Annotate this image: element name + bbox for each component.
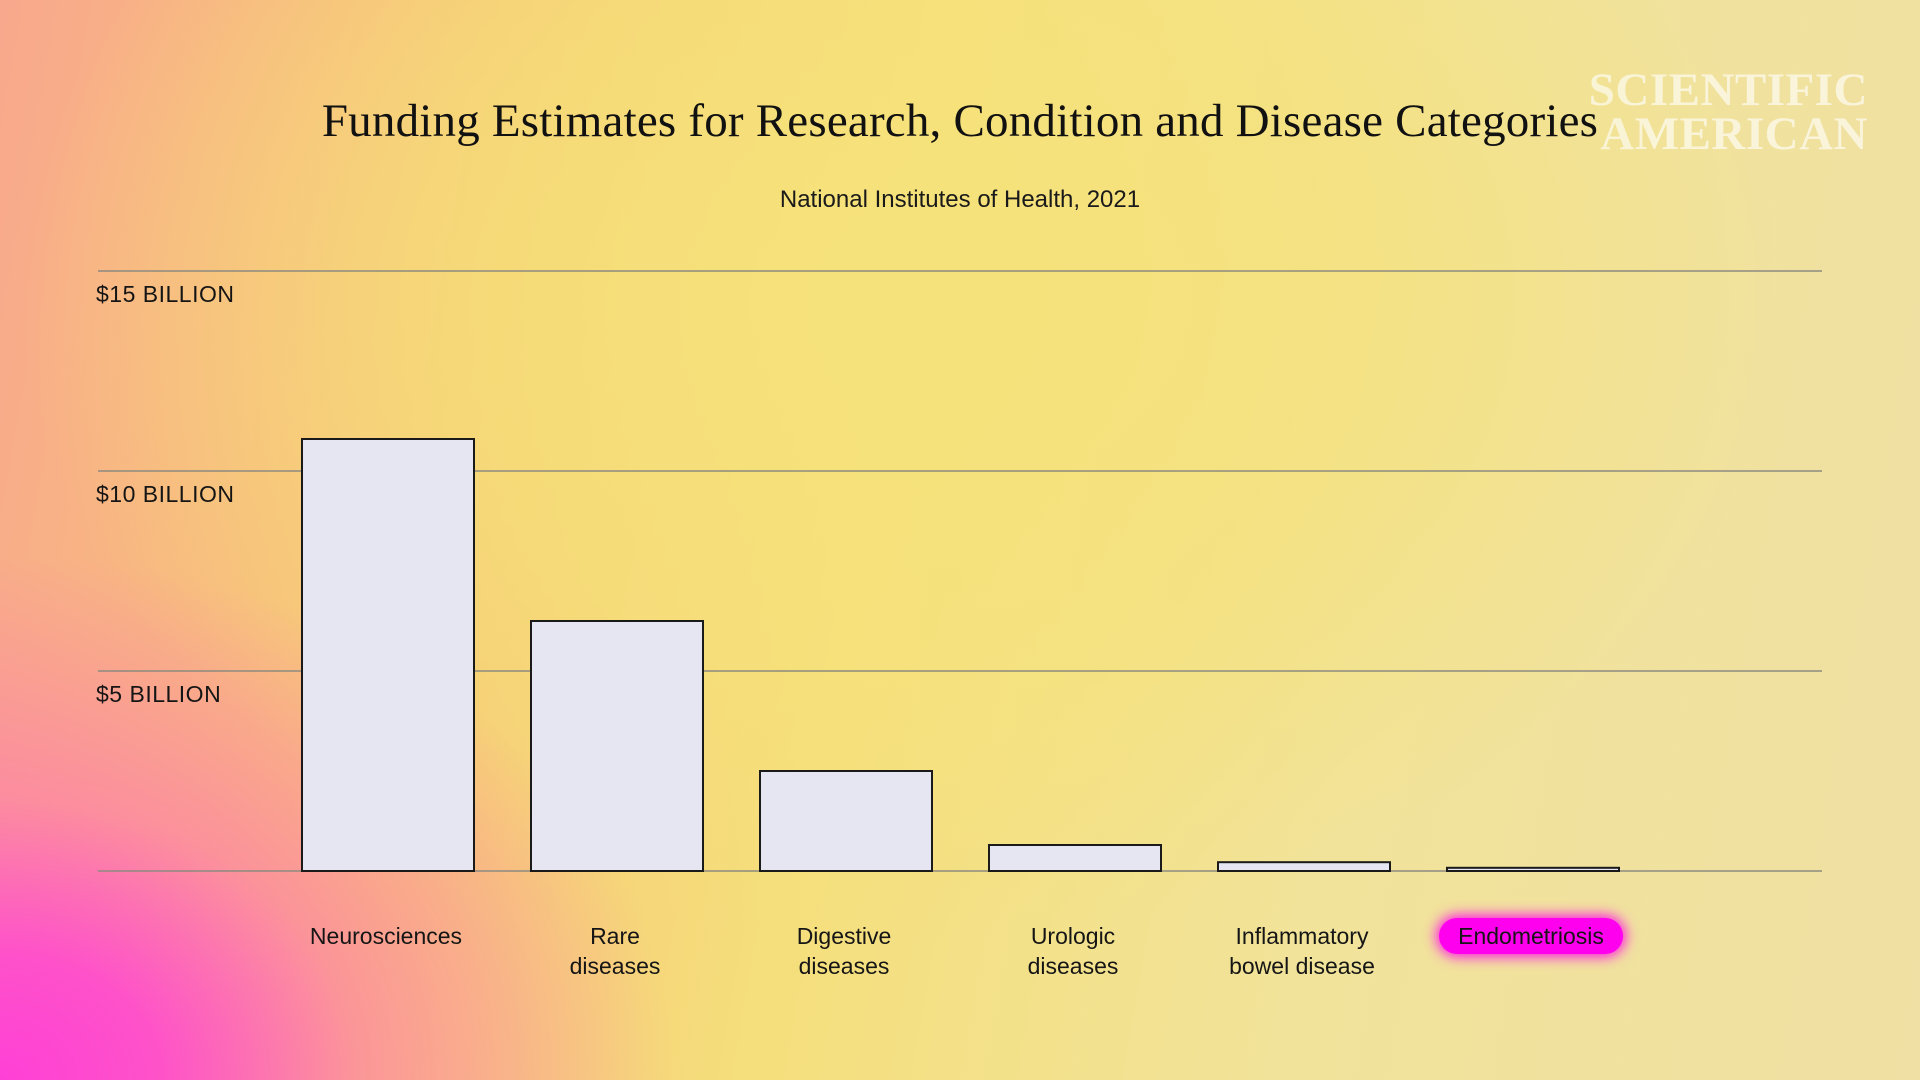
x-axis-labels: Neurosciences Rare diseases Digestive diseas… [310,916,1625,979]
y-tick-label: $10 BILLION [96,481,234,507]
x-tick-label: Inflammatory [1236,923,1369,949]
chart-title: Funding Estimates for Research, Conditio… [321,95,1599,147]
bar-4 [1217,861,1391,873]
x-tick-label: diseases [799,953,890,979]
y-tick-label: $15 BILLION [96,281,234,307]
logo-line-1: SCIENTIFIC [1588,64,1868,116]
bars [301,438,1620,873]
x-tick-label: Neurosciences [310,923,462,949]
x-tick-label: Endometriosis [1458,923,1604,949]
bar-0 [301,438,475,872]
bar-2 [759,770,933,872]
x-tick-label: diseases [1028,953,1119,979]
bar-1 [530,620,704,872]
x-tick-label: Digestive [797,923,892,949]
logo-line-2: AMERICAN [1600,108,1868,160]
x-tick-label: Urologic [1031,923,1115,949]
bar-3 [988,844,1162,872]
highlight-pill [1439,918,1623,954]
chart-subtitle: National Institutes of Health, 2021 [779,186,1141,213]
bar-5 [1446,866,1620,872]
x-tick-label: bowel disease [1229,953,1375,979]
x-tick-label: diseases [570,953,661,979]
y-tick-label: $5 BILLION [96,681,221,707]
x-tick-label: Rare [590,923,640,949]
scientific-american-logo: SCIENTIFIC AMERICAN [1588,64,1868,160]
y-axis-labels: $15 BILLION $10 BILLION $5 BILLION [96,281,234,707]
